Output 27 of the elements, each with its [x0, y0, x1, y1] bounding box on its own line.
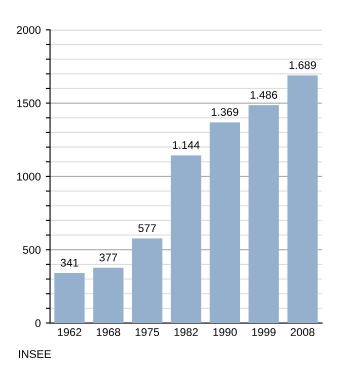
x-tick-label: 1975 [136, 328, 160, 336]
bar [248, 105, 279, 324]
y-tick-label: 500 [22, 246, 41, 254]
text: INSEE [19, 350, 51, 358]
y-tick-label: 2000 [16, 26, 41, 34]
bar [54, 273, 85, 324]
y-tick-label: 0 [35, 319, 41, 328]
y-tick-label: 1500 [17, 99, 41, 108]
y-tick-label: 1000 [17, 172, 41, 181]
bar [287, 75, 318, 324]
data-label: 1.689 [290, 61, 316, 70]
data-label: 577 [138, 224, 156, 232]
x-tick-label: 1968 [96, 328, 120, 336]
data-label: 1.144 [172, 141, 200, 149]
data-label: 1.369 [212, 108, 238, 116]
x-tick-label: 2008 [290, 328, 314, 336]
bar [93, 268, 124, 324]
x-tick-label: 1999 [252, 328, 276, 336]
data-label: 341 [60, 258, 78, 267]
bar [210, 122, 240, 324]
data-label: 1.486 [250, 90, 278, 99]
x-tick-label: 1990 [213, 328, 237, 336]
x-tick-label: 1982 [174, 328, 198, 336]
data-label: 377 [99, 254, 118, 262]
bar [170, 155, 202, 324]
x-tick-label: 1962 [58, 328, 82, 336]
bar [132, 238, 162, 324]
